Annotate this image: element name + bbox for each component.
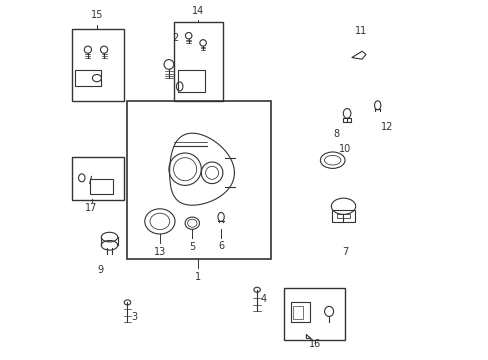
Text: 15: 15 bbox=[91, 10, 103, 20]
Text: 12: 12 bbox=[381, 122, 393, 132]
Bar bbox=[72, 29, 123, 101]
Text: 13: 13 bbox=[153, 247, 166, 257]
Bar bbox=[72, 157, 123, 200]
Bar bbox=[127, 101, 271, 259]
Text: 10: 10 bbox=[339, 144, 351, 154]
Bar bbox=[292, 306, 303, 319]
Text: 16: 16 bbox=[308, 339, 320, 349]
Bar bbox=[290, 302, 310, 322]
Bar bbox=[89, 179, 113, 194]
Bar bbox=[178, 70, 204, 92]
Text: 8: 8 bbox=[332, 129, 339, 139]
Bar bbox=[342, 118, 351, 122]
Text: 17: 17 bbox=[85, 203, 98, 213]
Bar bbox=[174, 22, 223, 101]
Text: 1: 1 bbox=[194, 272, 201, 282]
Bar bbox=[284, 288, 345, 340]
Text: 14: 14 bbox=[191, 6, 203, 16]
Text: 5: 5 bbox=[189, 242, 195, 252]
Text: 3: 3 bbox=[131, 312, 137, 322]
Bar bbox=[336, 213, 349, 219]
Text: 6: 6 bbox=[218, 241, 224, 251]
Bar bbox=[75, 70, 101, 86]
Text: 4: 4 bbox=[260, 294, 266, 304]
Text: 2: 2 bbox=[172, 33, 179, 43]
Bar bbox=[331, 210, 354, 222]
Text: 7: 7 bbox=[342, 247, 348, 257]
Text: 11: 11 bbox=[355, 26, 367, 36]
Text: 9: 9 bbox=[97, 265, 103, 275]
